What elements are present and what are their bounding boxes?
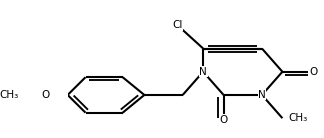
Text: N: N — [258, 90, 266, 100]
Text: O: O — [309, 67, 317, 77]
Text: CH₃: CH₃ — [0, 90, 19, 100]
Text: O: O — [219, 115, 228, 125]
Text: N: N — [199, 67, 207, 77]
Text: CH₃: CH₃ — [289, 113, 308, 123]
Text: Cl: Cl — [172, 20, 183, 30]
Text: O: O — [42, 90, 50, 100]
